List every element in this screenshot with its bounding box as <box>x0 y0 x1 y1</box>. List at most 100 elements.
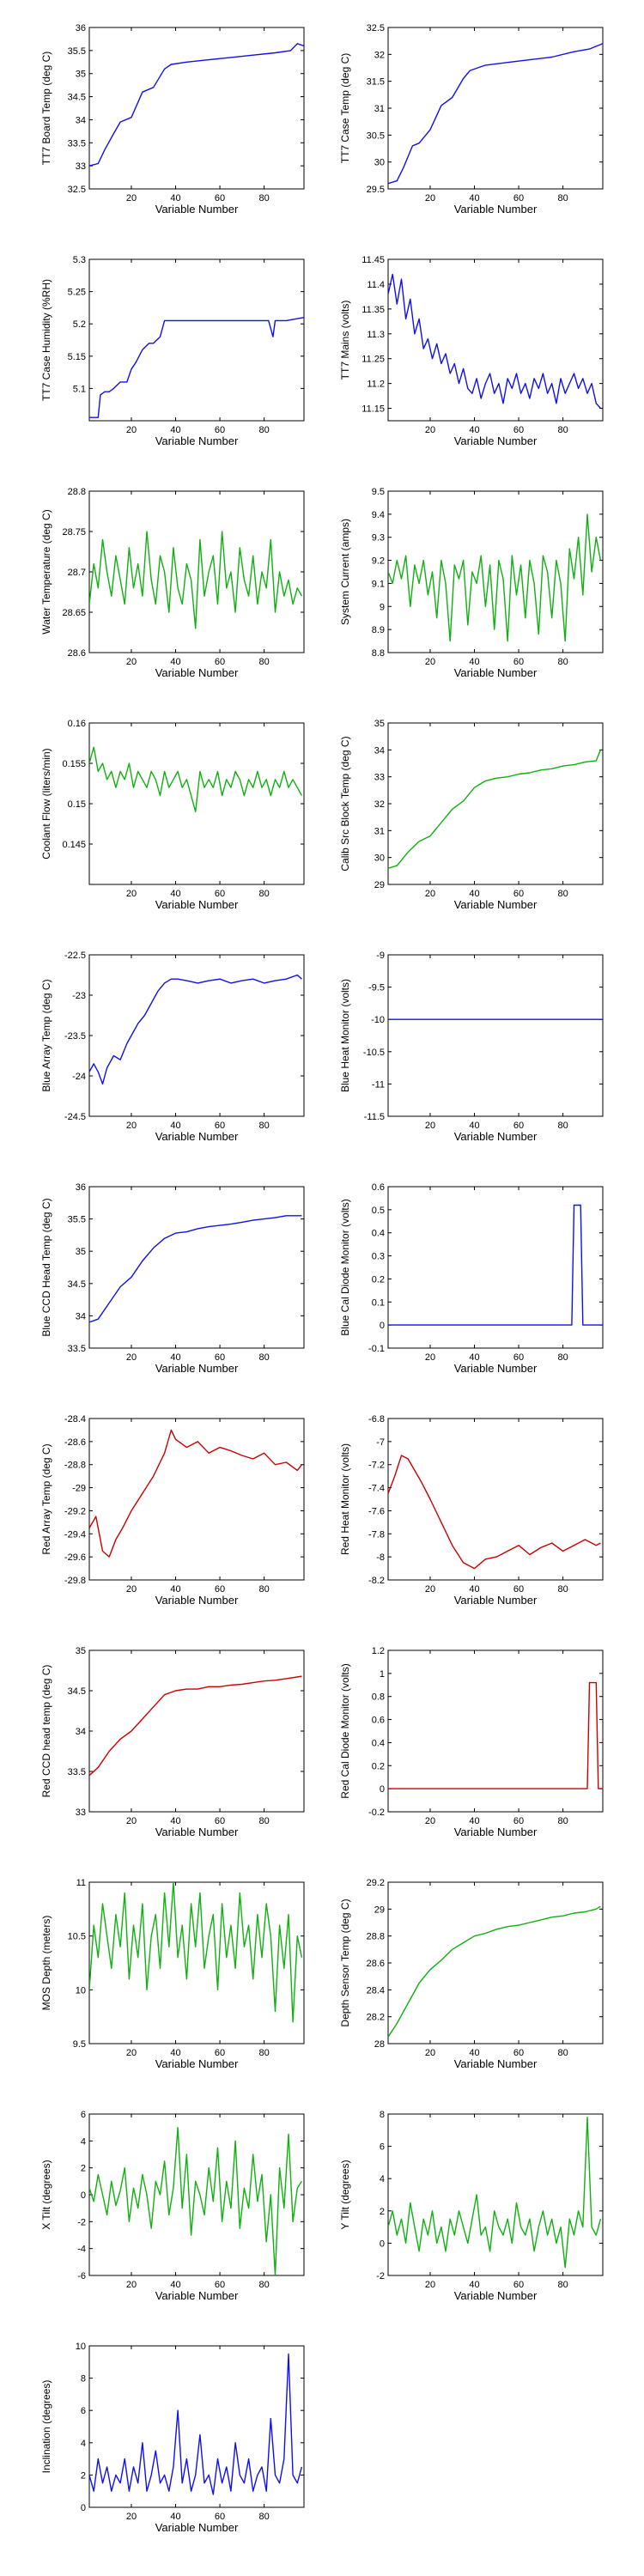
chart-21-y-tick-label-6: 10 <box>76 2342 86 2352</box>
chart-6-y-tick-label-1: 8.8 <box>372 648 385 659</box>
chart-10: 20 40 60 80 -11.5 -11 -10.5 -10 -9.5 -9 Variable N… <box>339 951 604 1143</box>
chart-2-y-tick-label-5: 31.5 <box>367 77 385 88</box>
chart-7-x-axis-label: Variable Number <box>155 898 239 911</box>
chart-2-y-tick-label-7: 32.5 <box>367 23 385 33</box>
chart-10-y-tick-label-3: -10.5 <box>363 1048 385 1058</box>
chart-12-y-tick-label-4: 0.2 <box>372 1274 385 1285</box>
chart-14-y-tick-label-4: -7.6 <box>368 1506 385 1516</box>
chart-14-x-tick-label-1: 20 <box>425 1584 435 1595</box>
chart-11-y-tick-label-1: 33.5 <box>68 1344 86 1354</box>
chart-17-series-line <box>89 1882 303 2023</box>
chart-20-y-tick-label-4: 4 <box>380 2174 385 2184</box>
chart-10-axes-frame <box>387 954 604 1117</box>
chart-21-axes-frame <box>88 2345 305 2508</box>
chart-8-x-tick-label-1: 20 <box>425 889 435 899</box>
chart-4-x-tick-label-2: 40 <box>469 425 479 435</box>
chart-1-y-tick-label-5: 34.5 <box>68 93 86 103</box>
chart-1-x-tick-label-2: 40 <box>170 193 180 204</box>
chart-17-y-tick-label-3: 10.5 <box>68 1932 86 1942</box>
chart-18: 20 40 60 80 28 28.2 28.4 28.6 28.8 29 29.2 Variable… <box>339 1878 604 2070</box>
chart-18-y-tick-label-7: 29.2 <box>367 1878 385 1888</box>
chart-3-x-axis-label: Variable Number <box>155 434 239 447</box>
chart-1-y-tick-label-2: 33 <box>76 161 86 172</box>
chart-6-y-tick-label-6: 9.3 <box>372 533 385 544</box>
chart-10-x-tick-label-4: 80 <box>557 1121 568 1131</box>
chart-12-series-line <box>388 1204 603 1326</box>
chart-15-y-axis-label: Red CCD head temp (deg C) <box>40 1665 52 1798</box>
chart-6-x-tick-label-3: 60 <box>513 657 524 667</box>
chart-16-y-tick-label-2: 0 <box>380 1784 385 1795</box>
chart-9-x-tick-label-4: 80 <box>258 1121 269 1131</box>
chart-19-axes-frame <box>88 2113 305 2276</box>
chart-18-y-tick-label-2: 28.2 <box>367 2013 385 2023</box>
chart-5-y-tick-label-3: 28.7 <box>68 568 86 578</box>
chart-5-x-tick-label-2: 40 <box>170 657 180 667</box>
chart-19-x-tick-label-1: 20 <box>126 2280 137 2290</box>
chart-11-series-line <box>89 1215 302 1323</box>
chart-17-x-tick-label-3: 60 <box>215 2048 225 2058</box>
chart-21-x-axis-label: Variable Number <box>155 2521 239 2534</box>
chart-9-y-tick-label-4: -23 <box>72 991 86 1001</box>
chart-8-y-tick-label-6: 34 <box>374 745 385 756</box>
chart-14-y-tick-label-5: -7.4 <box>368 1484 385 1494</box>
chart-13-axes-frame <box>88 1418 305 1581</box>
chart-5-y-tick-label-1: 28.6 <box>68 648 86 659</box>
chart-14-y-tick-label-1: -8.2 <box>368 1576 385 1586</box>
chart-7-y-tick-label-2: 0.15 <box>68 799 86 810</box>
chart-2-x-tick-label-3: 60 <box>513 193 524 204</box>
chart-7-y-tick-label-4: 0.16 <box>68 719 86 729</box>
chart-19-y-tick-label-2: -4 <box>77 2245 86 2255</box>
chart-3-x-tick-label-3: 60 <box>215 425 225 435</box>
chart-10-y-tick-label-5: -9.5 <box>368 983 385 993</box>
chart-8-x-axis-label: Variable Number <box>454 898 538 911</box>
chart-8-x-tick-label-3: 60 <box>513 889 524 899</box>
chart-21-y-tick-label-3: 4 <box>81 2439 86 2449</box>
chart-12-y-axis-label: Blue Cal Diode Monitor (volts) <box>339 1199 351 1335</box>
chart-8-y-tick-label-4: 32 <box>374 799 385 810</box>
chart-4-x-tick-label-4: 80 <box>557 425 568 435</box>
chart-9-x-tick-label-2: 40 <box>170 1121 180 1131</box>
chart-4-y-tick-label-1: 11.15 <box>361 404 385 415</box>
chart-3: 20 40 60 80 5.1 5.15 5.2 5.25 5.3 Variable Number… <box>40 255 305 447</box>
chart-21-x-tick-label-3: 60 <box>215 2512 225 2522</box>
chart-12-y-tick-label-6: 0.4 <box>372 1229 385 1239</box>
chart-8-x-tick-label-2: 40 <box>469 889 479 899</box>
chart-2-x-tick-label-2: 40 <box>469 193 479 204</box>
chart-20-axes-frame <box>387 2113 604 2276</box>
chart-11-y-tick-label-5: 35.5 <box>68 1215 86 1225</box>
chart-19-y-tick-label-1: -6 <box>77 2271 86 2281</box>
chart-12-x-tick-label-1: 20 <box>425 1352 435 1363</box>
chart-13-y-tick-label-4: -29.2 <box>64 1506 86 1516</box>
chart-21-y-tick-label-1: 0 <box>81 2503 86 2513</box>
chart-6-y-axis-label: System Current (amps) <box>339 519 351 625</box>
chart-2-y-axis-label: TT7 Case Temp (deg C) <box>339 53 351 164</box>
chart-10-y-axis-label: Blue Heat Monitor (volts) <box>339 979 351 1092</box>
chart-12-y-tick-label-2: 0 <box>380 1321 385 1331</box>
chart-2-x-tick-label-1: 20 <box>425 193 435 204</box>
chart-13-y-tick-label-3: -29.4 <box>64 1529 86 1540</box>
chart-11-axes-frame <box>88 1186 305 1349</box>
chart-21-x-tick-label-1: 20 <box>126 2512 137 2522</box>
chart-11: 20 40 60 80 33.5 34 34.5 35 35.5 36 Variable Numbe… <box>40 1182 305 1375</box>
chart-12: 20 40 60 80 -0.1 0 0.1 0.2 0.3 0.4 0.5 0.6 Variable … <box>339 1182 604 1375</box>
chart-21-series-line <box>89 2353 303 2495</box>
chart-11-y-tick-label-6: 36 <box>76 1182 86 1193</box>
chart-18-x-axis-label: Variable Number <box>454 2057 538 2070</box>
chart-16-y-tick-label-7: 1 <box>380 1669 385 1680</box>
chart-18-x-tick-label-3: 60 <box>513 2048 524 2058</box>
chart-7-y-tick-label-1: 0.145 <box>62 840 86 850</box>
chart-9-y-tick-label-3: -23.5 <box>64 1031 86 1042</box>
chart-19-x-tick-label-4: 80 <box>258 2280 269 2290</box>
chart-15-y-tick-label-4: 34.5 <box>68 1686 86 1697</box>
chart-6: 20 40 60 80 8.8 8.9 9 9.1 9.2 9.3 9.4 9.5 Variable N… <box>339 487 604 679</box>
chart-7-series-line <box>89 746 303 813</box>
chart-1-y-tick-label-7: 35.5 <box>68 46 86 57</box>
chart-4-x-tick-label-1: 20 <box>425 425 435 435</box>
chart-20-y-tick-label-6: 8 <box>380 2110 385 2120</box>
chart-2-y-tick-label-6: 32 <box>374 50 385 60</box>
chart-10-y-tick-label-2: -11 <box>372 1079 385 1090</box>
chart-15-x-tick-label-4: 80 <box>258 1816 269 1826</box>
chart-21-x-tick-label-4: 80 <box>258 2512 269 2522</box>
chart-20-y-tick-label-1: -2 <box>376 2271 385 2281</box>
